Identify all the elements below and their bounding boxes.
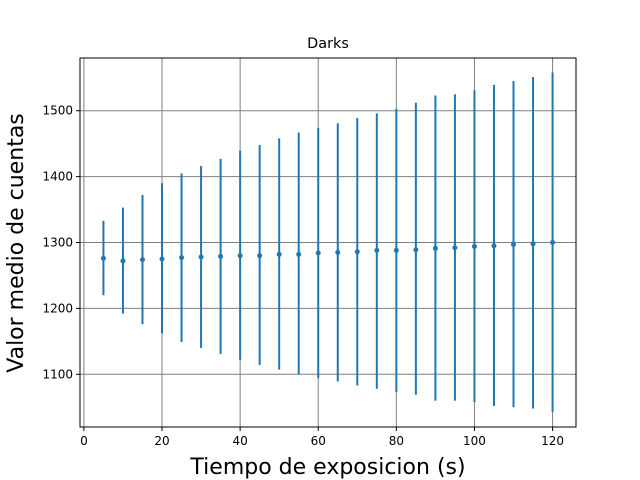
data-point [237, 253, 243, 259]
x-tick-label: 20 [154, 434, 169, 448]
x-tick-label: 60 [311, 434, 326, 448]
data-point [100, 255, 106, 261]
y-tick-label: 1200 [42, 301, 73, 315]
x-axis-label: Tiempo de exposicion (s) [189, 455, 465, 480]
x-tick-label: 120 [541, 434, 564, 448]
y-tick-label: 1500 [42, 104, 73, 118]
chart-title: Darks [307, 36, 349, 52]
y-ticks: 1100 1200 1300 1400 1500 [42, 104, 80, 381]
data-point [530, 241, 536, 247]
data-point [393, 247, 399, 253]
data-point [374, 247, 380, 253]
data-point [335, 249, 341, 255]
data-point [413, 247, 419, 253]
y-tick-label: 1400 [42, 170, 73, 184]
data-point [257, 253, 263, 259]
data-point [276, 251, 282, 257]
y-axis-label: Valor medio de cuentas [4, 113, 29, 373]
series [100, 72, 556, 412]
data-point [315, 250, 321, 256]
data-point [198, 254, 204, 260]
data-point [139, 257, 145, 263]
data-point [511, 241, 517, 247]
x-tick-label: 80 [389, 434, 404, 448]
data-point [491, 243, 497, 249]
data-point [354, 249, 360, 255]
data-point [452, 245, 458, 251]
data-point [296, 251, 302, 257]
x-tick-label: 40 [232, 434, 247, 448]
data-point [550, 240, 556, 245]
y-tick-label: 1100 [42, 367, 73, 381]
data-point [471, 243, 477, 249]
data-point [432, 245, 438, 251]
data-point [179, 255, 185, 261]
data-point [218, 253, 224, 259]
x-ticks: 0 20 40 60 80 100 120 [80, 427, 564, 448]
x-tick-label: 100 [463, 434, 486, 448]
data-point [120, 258, 126, 264]
data-point [159, 256, 165, 262]
y-tick-label: 1300 [42, 236, 73, 250]
x-tick-label: 0 [80, 434, 88, 448]
